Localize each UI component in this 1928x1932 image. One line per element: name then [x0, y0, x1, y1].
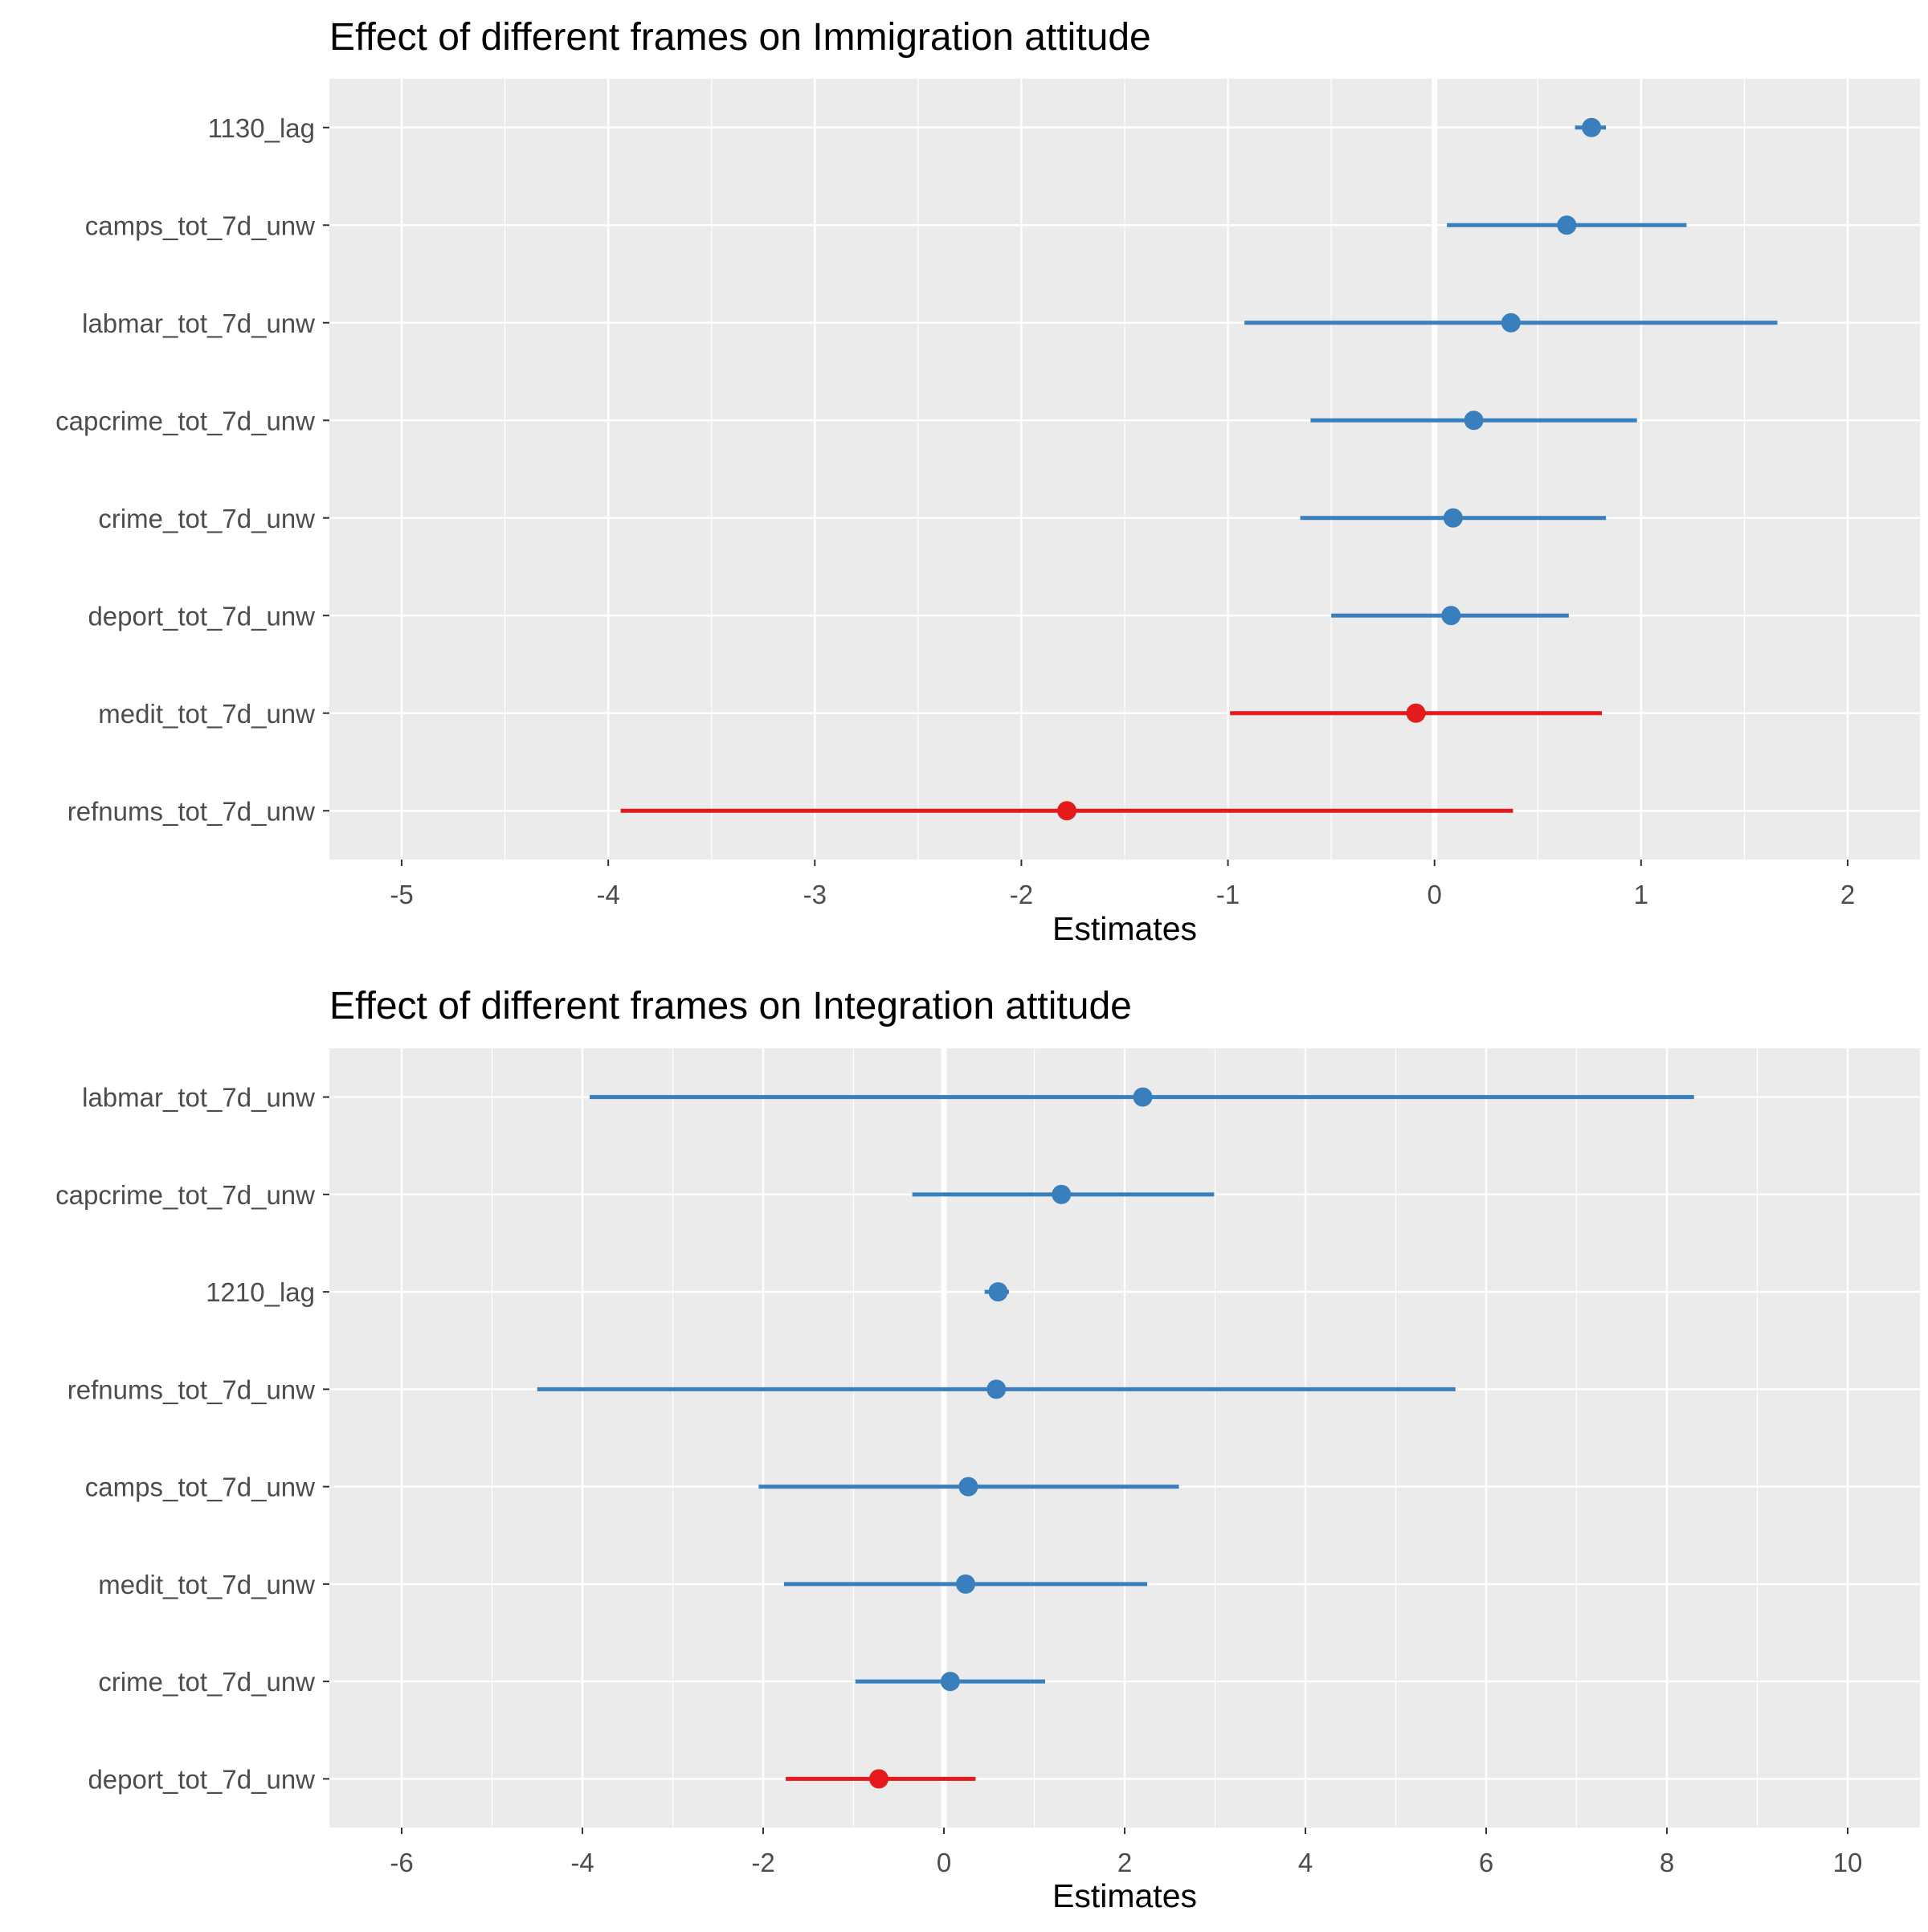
- estimate-point: [1052, 1184, 1072, 1204]
- estimate-point: [1057, 801, 1076, 821]
- y-tick-label: camps_tot_7d_unw: [85, 210, 315, 240]
- x-tick-label: -6: [390, 1848, 413, 1877]
- y-tick-label: camps_tot_7d_unw: [85, 1472, 315, 1502]
- y-tick-label: medit_tot_7d_unw: [98, 1570, 315, 1599]
- estimate-point: [1557, 215, 1577, 235]
- y-tick-label: crime_tot_7d_unw: [98, 1667, 315, 1697]
- y-tick-label: capcrime_tot_7d_unw: [55, 1180, 315, 1210]
- x-tick-label: 2: [1117, 1848, 1132, 1877]
- estimate-point: [1441, 606, 1461, 626]
- y-tick-label: capcrime_tot_7d_unw: [55, 406, 315, 435]
- x-tick-label: -4: [570, 1848, 594, 1877]
- estimate-point: [1582, 117, 1602, 137]
- estimate-point: [1406, 703, 1426, 723]
- y-tick-label: 1130_lag: [208, 113, 315, 143]
- x-tick-label: -4: [596, 880, 619, 909]
- y-tick-label: labmar_tot_7d_unw: [82, 308, 315, 338]
- estimate-point: [1464, 410, 1484, 431]
- chart-panel-1: Effect of different frames on Immigratio…: [55, 16, 1920, 947]
- estimate-point: [1133, 1087, 1153, 1107]
- y-tick-label: refnums_tot_7d_unw: [67, 1374, 315, 1404]
- estimate-point: [1443, 508, 1463, 528]
- chart-panel-2: Effect of different frames on Integratio…: [55, 985, 1920, 1914]
- x-tick-label: 6: [1479, 1848, 1493, 1877]
- y-tick-label: labmar_tot_7d_unw: [82, 1083, 315, 1113]
- estimate-point: [958, 1477, 978, 1497]
- x-tick-label: 2: [1840, 880, 1855, 909]
- x-tick-label: 8: [1660, 1848, 1674, 1877]
- estimate-point: [869, 1769, 888, 1789]
- x-tick-label: 0: [1428, 880, 1442, 909]
- x-tick-label: -3: [803, 880, 827, 909]
- estimate-point: [1501, 312, 1521, 333]
- x-tick-label: -2: [751, 1848, 774, 1877]
- y-tick-label: 1210_lag: [206, 1277, 315, 1307]
- estimate-point: [940, 1672, 960, 1692]
- x-tick-label: -2: [1010, 880, 1033, 909]
- y-tick-label: refnums_tot_7d_unw: [67, 796, 315, 826]
- x-tick-label: -5: [390, 880, 413, 909]
- chart-title: Effect of different frames on Integratio…: [329, 985, 1132, 1027]
- y-tick-label: crime_tot_7d_unw: [98, 504, 315, 533]
- x-tick-label: -1: [1216, 880, 1240, 909]
- x-tick-label: 0: [937, 1848, 951, 1877]
- x-tick-label: 10: [1833, 1848, 1863, 1877]
- estimate-point: [988, 1282, 1008, 1302]
- y-tick-label: deport_tot_7d_unw: [88, 601, 315, 631]
- x-tick-label: 1: [1634, 880, 1648, 909]
- y-tick-label: deport_tot_7d_unw: [88, 1764, 315, 1794]
- x-axis-label: Estimates: [1052, 1877, 1197, 1914]
- estimate-point: [986, 1379, 1007, 1399]
- y-tick-label: medit_tot_7d_unw: [98, 699, 315, 729]
- x-axis-label: Estimates: [1052, 910, 1197, 947]
- x-tick-label: 4: [1298, 1848, 1313, 1877]
- estimate-point: [956, 1574, 975, 1594]
- chart-title: Effect of different frames on Immigratio…: [329, 16, 1151, 59]
